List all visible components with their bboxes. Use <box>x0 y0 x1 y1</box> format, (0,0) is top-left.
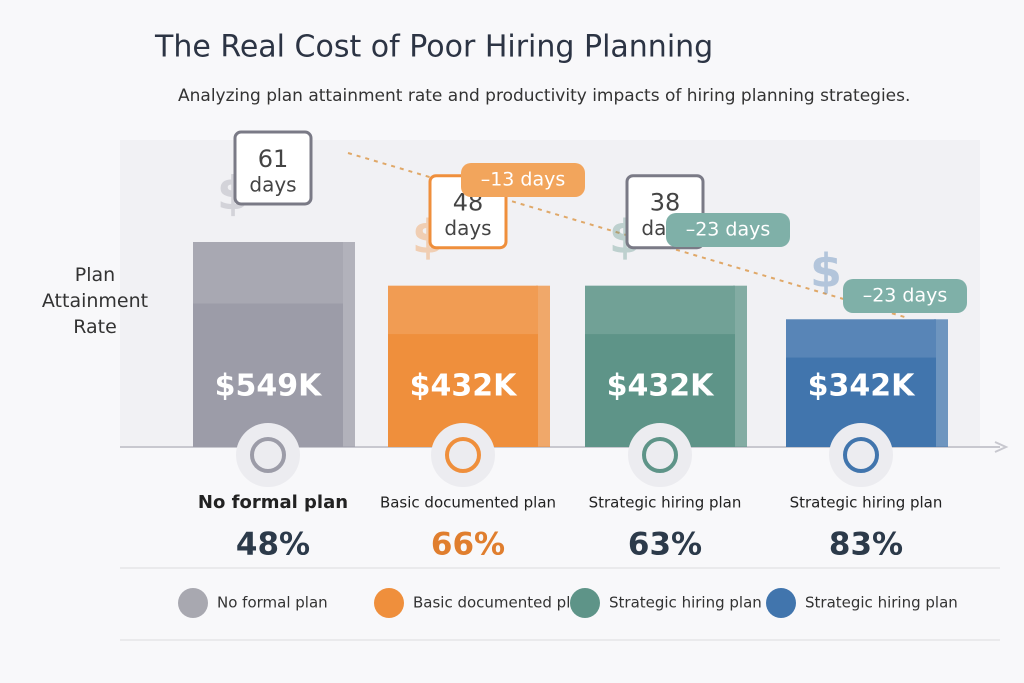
bar-side <box>733 285 747 447</box>
bar-side <box>536 285 550 447</box>
bar <box>388 285 538 447</box>
value-label: $342K <box>808 369 916 404</box>
axis-arrow <box>994 441 1009 453</box>
category-label: Strategic hiring plan <box>589 494 742 512</box>
y-axis-label: Plan Attainment Rate <box>41 264 149 338</box>
legend-label: Strategic hiring plan <box>609 594 762 612</box>
change-label: –23 days <box>863 285 948 307</box>
category-label: Basic documented plan <box>380 494 556 512</box>
legend-label: Strategic hiring plan <box>805 594 958 612</box>
days-value: 61 <box>258 145 289 173</box>
icon-inner <box>445 437 481 473</box>
category-icon <box>236 423 300 487</box>
value-label: $432K <box>410 369 518 404</box>
icon-inner <box>642 437 678 473</box>
bar-top <box>388 285 538 335</box>
bar-top <box>193 242 343 304</box>
icon-inner <box>843 437 879 473</box>
category-icon <box>628 423 692 487</box>
legend-label: Basic documented plan <box>413 594 589 612</box>
value-label: $549K <box>215 369 323 404</box>
legend-icon <box>178 588 208 618</box>
bar-top <box>786 319 936 358</box>
legend-label: No formal plan <box>217 594 328 612</box>
days-value: 38 <box>650 189 681 217</box>
legend-icon <box>374 588 404 618</box>
category-label: Strategic hiring plan <box>790 494 943 512</box>
rate-label: 63% <box>628 527 702 563</box>
bar <box>585 285 735 447</box>
chart-title: The Real Cost of Poor Hiring Planning <box>154 30 713 65</box>
category-icon <box>829 423 893 487</box>
rate-label: 48% <box>236 527 310 563</box>
change-badge <box>666 213 790 247</box>
rate-label: 83% <box>829 527 903 563</box>
legend-icon <box>570 588 600 618</box>
category-icon <box>431 423 495 487</box>
days-unit: days <box>249 173 296 197</box>
days-unit: days <box>444 216 491 240</box>
bar-side <box>934 319 948 447</box>
bar <box>193 242 343 447</box>
dollar-icon: $ <box>810 244 842 298</box>
calendar <box>233 130 313 206</box>
bar-side <box>341 242 355 447</box>
icon-inner <box>250 437 286 473</box>
change-badge <box>843 279 967 313</box>
bar-top <box>585 285 735 335</box>
legend-icon <box>766 588 796 618</box>
subtitle: Analyzing plan attainment rate and produ… <box>178 86 910 106</box>
rate-label: 66% <box>431 527 505 563</box>
change-label: –13 days <box>481 169 566 191</box>
change-label: –23 days <box>686 219 771 241</box>
value-label: $432K <box>607 369 715 404</box>
change-badge <box>461 163 585 197</box>
category-label: No formal plan <box>198 492 348 513</box>
